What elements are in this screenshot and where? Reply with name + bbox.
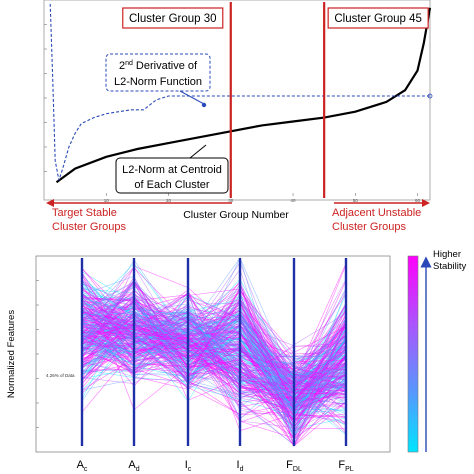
data-polyline [81, 293, 347, 439]
data-polyline [81, 301, 347, 390]
data-polyline [81, 297, 347, 428]
parallel-axes-group [80, 258, 348, 446]
feature-axis-label: Ad [128, 459, 139, 473]
data-polyline [81, 308, 347, 398]
data-polyline [81, 312, 347, 414]
data-polyline [81, 280, 347, 420]
target-stable-line2: Cluster Groups [52, 221, 126, 233]
cluster-group-marker-label: Cluster Group 45 [334, 13, 422, 25]
data-polyline [81, 261, 347, 399]
data-polyline [81, 313, 347, 386]
data-polyline [81, 257, 347, 437]
l2norm-label-line1: L2-Norm at Centroid [122, 164, 222, 176]
top-x-ticks: 10 20 30 40 50 60 [104, 193, 421, 203]
bottom-chart: Ac Ad Ic Id FDL FPL Normalized Features 4.26%… [6, 249, 467, 473]
data-polyline [81, 336, 347, 416]
target-stable-arrowhead [46, 199, 54, 207]
derivative-callout-box [105, 53, 211, 92]
data-polyline [81, 306, 347, 385]
data-polyline [81, 317, 347, 391]
feature-axis-label: Ac [77, 459, 88, 473]
data-polyline [81, 336, 347, 382]
data-polyline [81, 324, 347, 429]
top-x-tick-label: 60 [415, 198, 421, 203]
top-x-tick-label: 10 [104, 198, 110, 203]
data-polyline [81, 311, 347, 390]
data-polyline [81, 300, 347, 395]
data-polyline [81, 307, 347, 423]
data-polyline [81, 292, 347, 392]
data-polyline [81, 322, 347, 371]
l2-norm-series-line [55, 7, 432, 184]
feature-axis-label: Id [237, 459, 244, 473]
cluster-group-marker-label: Cluster Group 30 [129, 13, 217, 25]
data-polyline [81, 309, 347, 438]
bottom-y-ticks [36, 280, 39, 428]
l2norm-callout-pointer [189, 144, 207, 159]
data-polyline [81, 287, 347, 394]
adjacent-unstable-arrowhead [422, 199, 430, 207]
data-polyline [81, 302, 347, 418]
derivative-end-point [427, 93, 433, 99]
feature-axis-label: FPL [338, 459, 353, 473]
data-polyline [81, 297, 347, 412]
data-polyline [81, 305, 347, 447]
feature-axis-label: Ic [185, 459, 192, 473]
derivative-callout-dot [201, 102, 207, 108]
derivative-callout-pointer [179, 90, 205, 105]
l2norm-callout-box [115, 157, 229, 194]
parallel-lines-group [81, 257, 347, 447]
cluster-group-marker-box [122, 7, 224, 29]
derivative-label-line2: L2-Norm Function [114, 76, 202, 88]
data-polyline [81, 288, 347, 381]
data-polyline [81, 328, 347, 408]
top-series-group [49, 3, 433, 184]
data-polyline [81, 327, 347, 394]
data-polyline [81, 275, 347, 377]
top-x-tick-label: 30 [228, 198, 234, 203]
data-polyline [81, 275, 347, 405]
top-chart: 10 20 30 40 50 60 Cluster Group 30 Cluster Gro… [43, 0, 433, 233]
target-stable-line1: Target Stable [52, 207, 117, 219]
top-y-ticks [44, 24, 47, 172]
top-x-tick-label: 20 [166, 198, 172, 203]
data-polyline [81, 259, 347, 374]
l2norm-label-line2: of Each Cluster [134, 179, 210, 191]
derivative-label-line1: 2nd Derivative of [119, 60, 198, 72]
data-polyline [81, 302, 347, 400]
bottom-y-axis-label: Normalized Features [6, 310, 17, 398]
stability-colorbar [407, 255, 419, 453]
second-derivative-series-line [49, 3, 430, 181]
top-x-axis-label: Cluster Group Number [183, 209, 289, 221]
top-x-tick-label: 50 [353, 198, 359, 203]
cluster-marker-group: Cluster Group 30 Cluster Group 45 [122, 2, 429, 198]
data-fraction-note: 4.26% of Data [46, 373, 75, 378]
data-polyline [81, 310, 347, 380]
data-polyline [81, 323, 347, 432]
data-polyline [81, 294, 347, 420]
adjacent-unstable-line1: Adjacent Unstable [332, 207, 421, 219]
data-polyline [81, 294, 347, 401]
cluster-group-marker-box [327, 7, 429, 29]
colorbar-label-line2: Stability [433, 261, 467, 272]
colorbar-label-line1: Higher [433, 249, 461, 260]
top-x-tick-label: 40 [291, 198, 297, 203]
parallel-axis-labels: Ac Ad Ic Id FDL FPL [77, 459, 354, 473]
feature-axis-label: FDL [286, 459, 302, 473]
data-polyline [81, 298, 347, 374]
data-polyline [81, 283, 347, 447]
adjacent-unstable-line2: Cluster Groups [332, 221, 406, 233]
top-plot-frame [43, 0, 431, 201]
data-polyline [81, 288, 347, 387]
